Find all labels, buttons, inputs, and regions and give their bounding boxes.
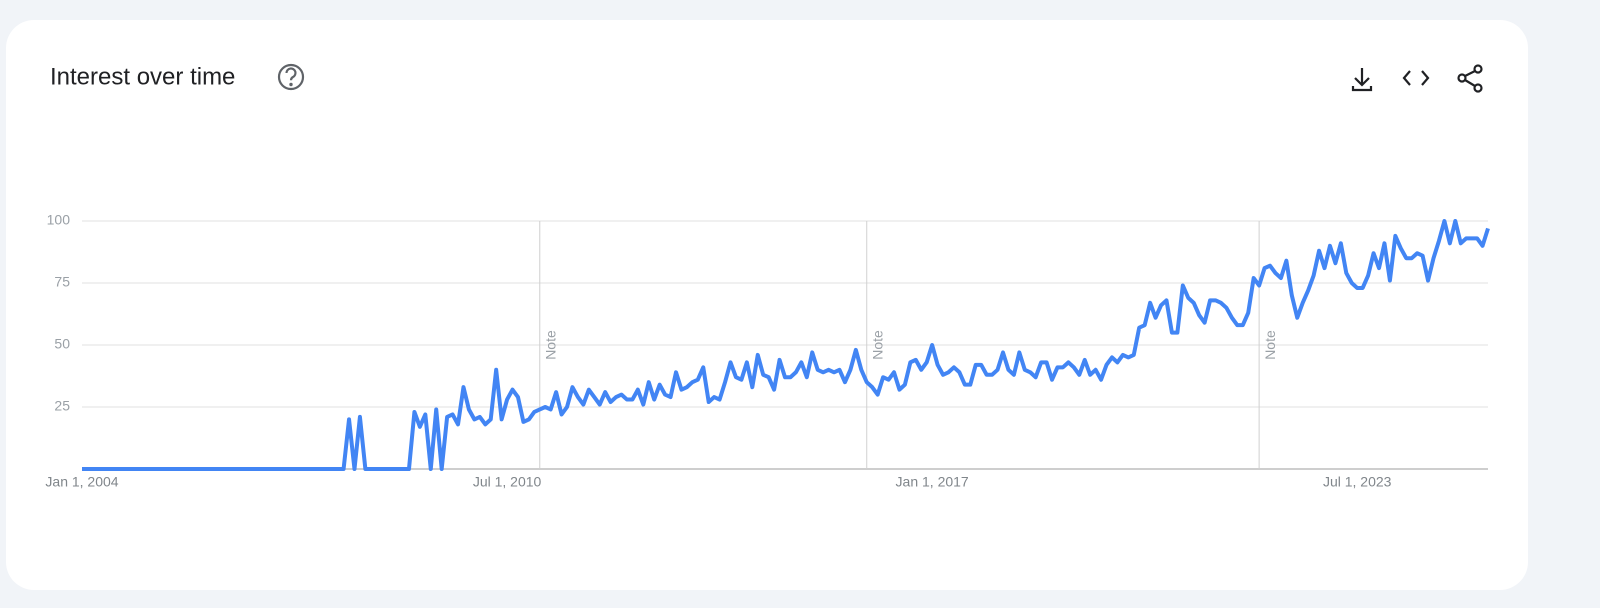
y-tick-label: 50: [54, 336, 70, 352]
embed-icon[interactable]: [1402, 70, 1430, 86]
x-tick-label: Jan 1, 2017: [896, 474, 969, 490]
line-series: [82, 219, 1490, 471]
note-label: Note: [1262, 330, 1278, 360]
y-tick-label: 75: [54, 274, 70, 290]
help-icon[interactable]: [277, 63, 305, 91]
x-tick-label: Jul 1, 2010: [473, 474, 542, 490]
y-tick-label: 100: [47, 212, 71, 228]
chart-title: Interest over time: [50, 63, 235, 90]
download-icon[interactable]: [1351, 68, 1373, 92]
share-icon[interactable]: [1457, 64, 1483, 93]
card: [6, 20, 1528, 590]
x-tick-label: Jul 1, 2023: [1323, 474, 1392, 490]
note-label: Note: [869, 330, 885, 360]
note-label: Note: [542, 330, 558, 360]
x-tick-label: Jan 1, 2004: [45, 474, 118, 490]
y-tick-label: 25: [54, 398, 70, 414]
